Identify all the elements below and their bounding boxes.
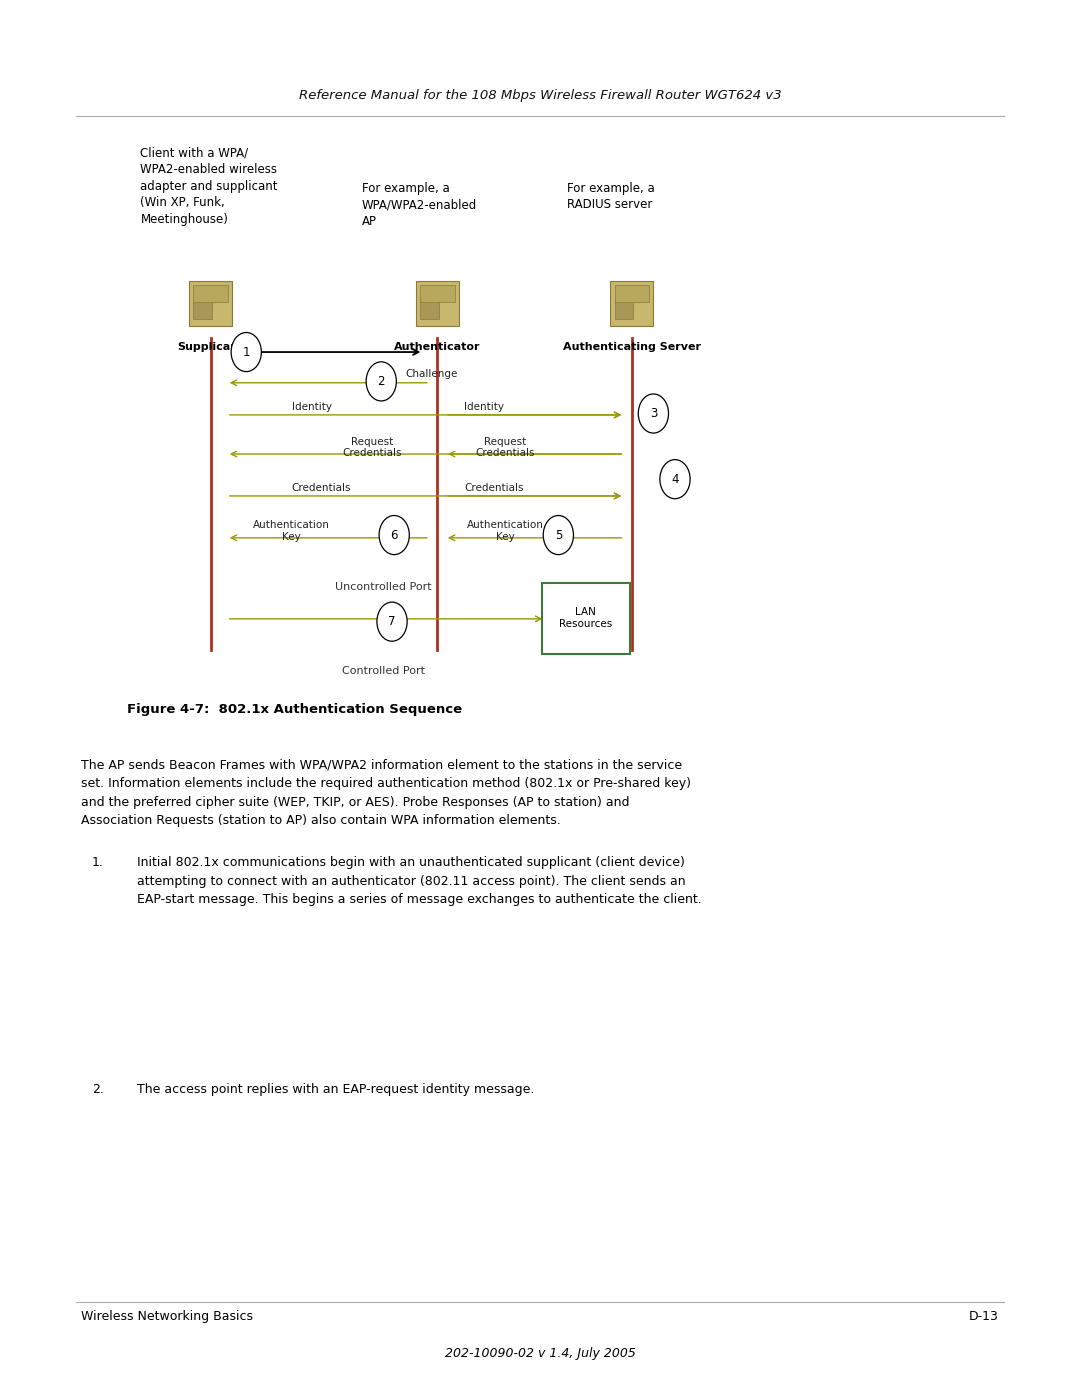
Text: 6: 6 xyxy=(391,528,397,542)
Text: Authenticator: Authenticator xyxy=(394,342,481,352)
FancyBboxPatch shape xyxy=(420,285,455,303)
Text: The access point replies with an EAP-request identity message.: The access point replies with an EAP-req… xyxy=(137,1083,535,1095)
Text: Authentication
Key: Authentication Key xyxy=(467,521,544,542)
Circle shape xyxy=(231,332,261,372)
Text: 202-10090-02 v 1.4, July 2005: 202-10090-02 v 1.4, July 2005 xyxy=(445,1347,635,1359)
Text: Wireless Networking Basics: Wireless Networking Basics xyxy=(81,1310,253,1323)
Circle shape xyxy=(366,362,396,401)
Circle shape xyxy=(660,460,690,499)
Text: 3: 3 xyxy=(650,407,657,420)
Text: Client with a WPA/
WPA2-enabled wireless
adapter and supplicant
(Win XP, Funk,
M: Client with a WPA/ WPA2-enabled wireless… xyxy=(140,147,278,226)
FancyBboxPatch shape xyxy=(615,285,649,303)
Text: LAN
Resources: LAN Resources xyxy=(559,606,612,630)
FancyBboxPatch shape xyxy=(610,281,653,326)
Circle shape xyxy=(638,394,669,433)
Text: The AP sends Beacon Frames with WPA/WPA2 information element to the stations in : The AP sends Beacon Frames with WPA/WPA2… xyxy=(81,759,691,827)
Text: Identity: Identity xyxy=(292,402,332,412)
Text: Credentials: Credentials xyxy=(464,483,524,493)
FancyBboxPatch shape xyxy=(416,281,459,326)
Text: 2.: 2. xyxy=(92,1083,104,1095)
Text: 4: 4 xyxy=(672,472,678,486)
Text: 5: 5 xyxy=(555,528,562,542)
Text: 7: 7 xyxy=(389,615,395,629)
Text: D-13: D-13 xyxy=(969,1310,999,1323)
Text: For example, a
WPA/WPA2-enabled
AP: For example, a WPA/WPA2-enabled AP xyxy=(362,182,477,228)
FancyBboxPatch shape xyxy=(542,583,630,654)
Text: Initial 802.1x communications begin with an unauthenticated supplicant (client d: Initial 802.1x communications begin with… xyxy=(137,856,702,907)
FancyBboxPatch shape xyxy=(615,299,633,319)
Text: Request
Credentials: Request Credentials xyxy=(342,437,403,458)
Text: Authenticating Server: Authenticating Server xyxy=(563,342,701,352)
Circle shape xyxy=(543,515,573,555)
Text: Request
Credentials: Request Credentials xyxy=(475,437,536,458)
Text: Figure 4-7:  802.1x Authentication Sequence: Figure 4-7: 802.1x Authentication Sequen… xyxy=(127,703,462,715)
Circle shape xyxy=(377,602,407,641)
Circle shape xyxy=(379,515,409,555)
Text: Challenge: Challenge xyxy=(405,369,457,379)
Text: Authentication
Key: Authentication Key xyxy=(253,521,330,542)
Text: 1.: 1. xyxy=(92,856,104,869)
Text: Uncontrolled Port: Uncontrolled Port xyxy=(335,581,432,592)
FancyBboxPatch shape xyxy=(420,299,438,319)
Text: Credentials: Credentials xyxy=(292,483,351,493)
Text: For example, a
RADIUS server: For example, a RADIUS server xyxy=(567,182,654,211)
FancyBboxPatch shape xyxy=(189,281,232,326)
Text: Reference Manual for the 108 Mbps Wireless Firewall Router WGT624 v3: Reference Manual for the 108 Mbps Wirele… xyxy=(299,89,781,102)
FancyBboxPatch shape xyxy=(193,285,228,303)
Text: Supplicant: Supplicant xyxy=(177,342,244,352)
FancyBboxPatch shape xyxy=(193,299,212,319)
Text: Identity: Identity xyxy=(464,402,504,412)
Text: Controlled Port: Controlled Port xyxy=(342,665,424,676)
Text: 2: 2 xyxy=(378,374,384,388)
Text: 1: 1 xyxy=(243,345,249,359)
